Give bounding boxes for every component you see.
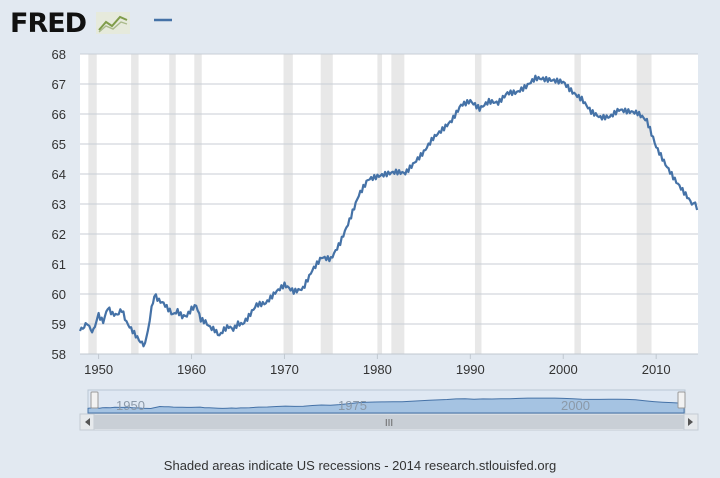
grid-layer (80, 53, 698, 355)
x-tick-label: 1950 (84, 362, 113, 377)
x-tick-label: 2010 (642, 362, 671, 377)
scrollbar-grip-icon: III (385, 418, 393, 429)
y-tick-label: 59 (52, 317, 66, 332)
y-tick-label: 63 (52, 197, 66, 212)
navigator-tick-label: 2000 (561, 398, 590, 413)
x-axis-tick-labels: 1950 1960 1970 1980 1990 2000 2010 (84, 354, 671, 377)
navigator-series-area (87, 397, 685, 414)
y-tick-label: 67 (52, 77, 66, 92)
y-tick-label: 64 (52, 167, 66, 182)
navigator-handle-right[interactable] (677, 391, 686, 409)
series-line (78, 74, 699, 348)
fred-logo: FRED (10, 8, 87, 39)
legend-line-swatch (154, 18, 172, 22)
y-tick-label: 62 (52, 227, 66, 242)
scrollbar-thumb[interactable] (94, 415, 684, 429)
x-tick-label: 2000 (549, 362, 578, 377)
scroll-right-arrow-icon (688, 418, 693, 426)
navigator[interactable]: 1950 1975 2000 (87, 389, 686, 415)
y-tick-label: 60 (52, 287, 66, 302)
chart-header: FRED (8, 6, 308, 40)
y-axis-tick-labels: 58 59 60 61 62 63 64 65 66 67 68 (52, 47, 66, 362)
x-tick-label: 1980 (363, 362, 392, 377)
navigator-handle-left[interactable] (90, 391, 99, 409)
y-tick-label: 68 (52, 47, 66, 62)
x-tick-label: 1970 (270, 362, 299, 377)
navigator-tick-label: 1950 (116, 398, 145, 413)
x-tick-label: 1990 (456, 362, 485, 377)
y-tick-label: 65 (52, 137, 66, 152)
navigator-tick-label: 1975 (338, 398, 367, 413)
footer-note: Shaded areas indicate US recessions - 20… (163, 458, 557, 473)
scrollbar[interactable]: III (79, 413, 699, 431)
scroll-left-arrow-icon (85, 418, 90, 426)
y-tick-label: 66 (52, 107, 66, 122)
y-tick-label: 58 (52, 347, 66, 362)
fred-graph-logo-icon (96, 12, 130, 34)
y-tick-label: 61 (52, 257, 66, 272)
x-tick-label: 1960 (177, 362, 206, 377)
